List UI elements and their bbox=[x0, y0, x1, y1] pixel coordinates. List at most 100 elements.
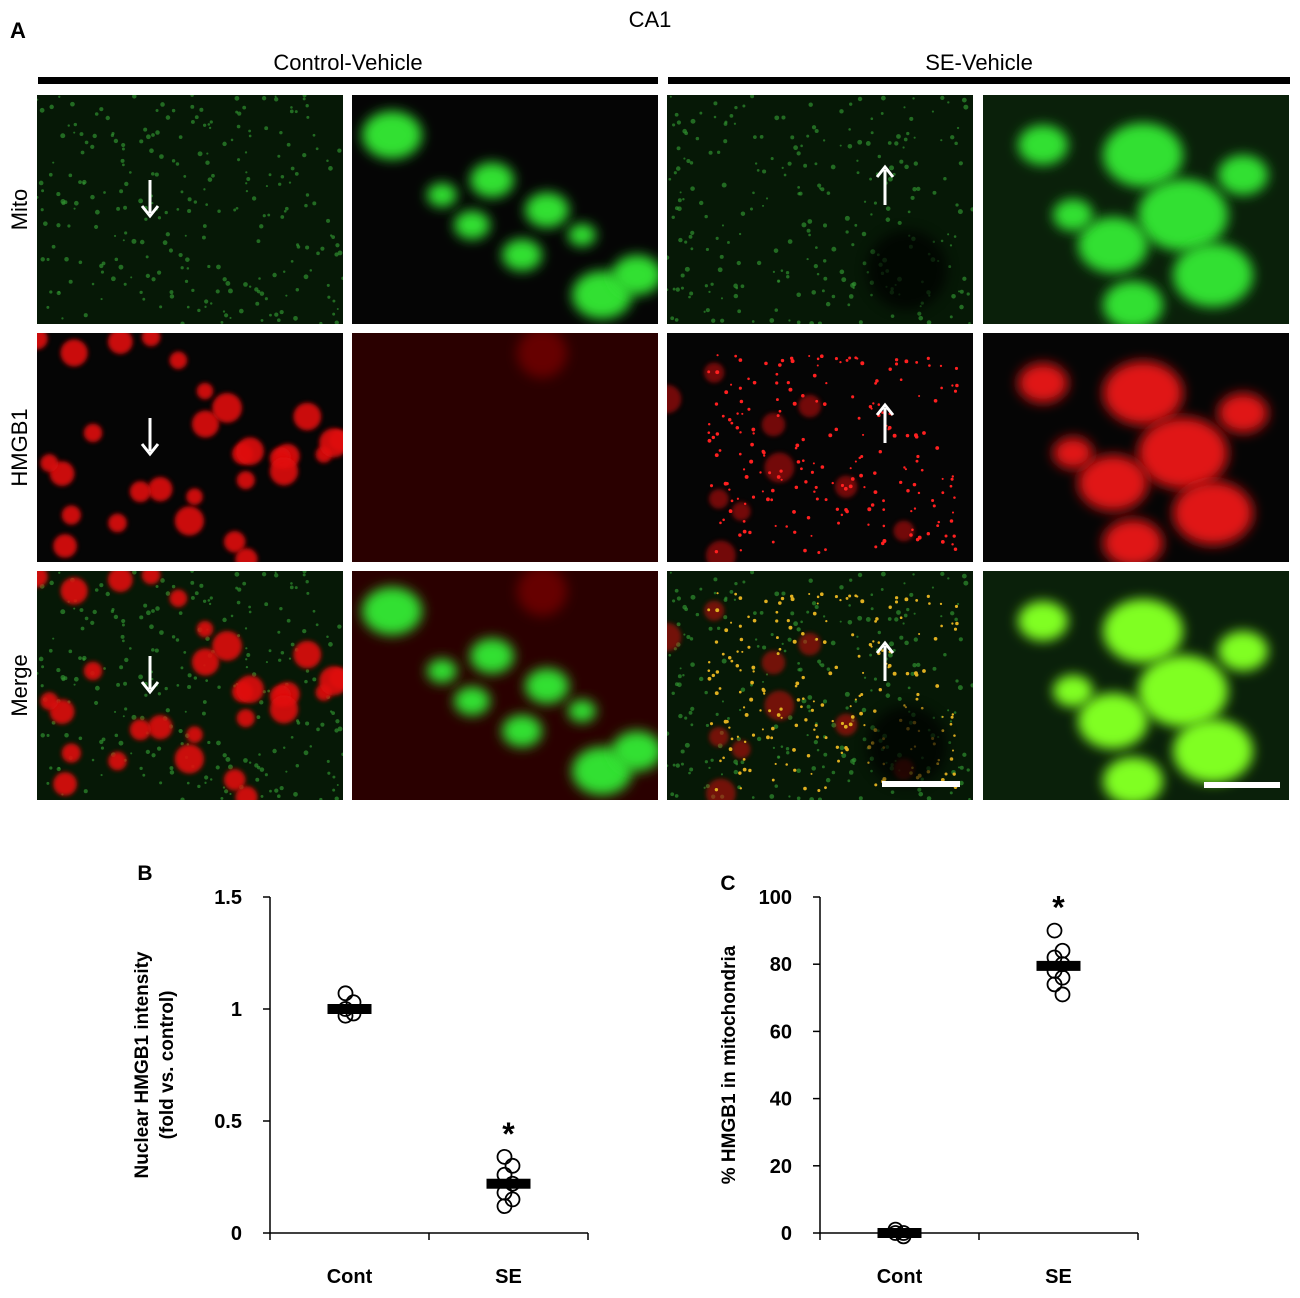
speckle bbox=[904, 597, 909, 602]
speckle bbox=[751, 733, 756, 737]
arrow-head bbox=[140, 443, 160, 457]
speckle bbox=[847, 779, 851, 783]
speckle bbox=[860, 361, 865, 366]
speckle bbox=[336, 784, 339, 787]
speckle bbox=[756, 168, 760, 172]
speckle bbox=[742, 468, 746, 471]
speckle bbox=[690, 230, 695, 236]
cell bbox=[83, 661, 103, 681]
speckle bbox=[714, 787, 719, 792]
speckle bbox=[845, 596, 849, 600]
speckle bbox=[79, 608, 84, 613]
cell bbox=[129, 719, 151, 741]
speckle bbox=[847, 143, 853, 149]
speckle bbox=[764, 599, 768, 604]
micrograph bbox=[983, 333, 1289, 562]
speckle bbox=[222, 141, 227, 147]
cell bbox=[61, 505, 81, 525]
speckle bbox=[208, 602, 212, 606]
speckle bbox=[801, 437, 805, 442]
speckle bbox=[727, 241, 730, 244]
speckle bbox=[845, 747, 849, 752]
speckle bbox=[155, 606, 160, 611]
speckle bbox=[279, 130, 283, 135]
speckle bbox=[272, 748, 277, 754]
speckle bbox=[162, 240, 168, 246]
speckle bbox=[949, 484, 953, 488]
speckle bbox=[841, 753, 847, 759]
speckle bbox=[737, 309, 742, 314]
speckle bbox=[968, 321, 971, 324]
speckle bbox=[918, 395, 921, 398]
speckle bbox=[789, 356, 794, 361]
speckle bbox=[715, 432, 720, 436]
cell bbox=[141, 571, 161, 585]
speckle bbox=[49, 104, 54, 110]
speckle bbox=[949, 244, 953, 247]
speckle bbox=[808, 592, 811, 595]
speckle bbox=[787, 637, 792, 642]
speckle bbox=[940, 139, 943, 142]
speckle bbox=[228, 288, 233, 294]
speckle bbox=[740, 211, 746, 216]
speckle bbox=[970, 207, 973, 212]
speckle bbox=[279, 785, 284, 791]
speckle bbox=[845, 509, 849, 514]
speckle bbox=[679, 667, 682, 670]
speckle bbox=[46, 733, 50, 737]
speckle bbox=[41, 189, 45, 193]
speckle bbox=[684, 131, 689, 136]
speckle bbox=[185, 257, 190, 262]
speckle bbox=[773, 724, 779, 729]
cell bbox=[60, 339, 88, 367]
micrograph bbox=[37, 95, 343, 324]
speckle bbox=[956, 602, 960, 606]
speckle bbox=[955, 383, 959, 388]
speckle bbox=[786, 619, 790, 623]
speckle bbox=[958, 637, 963, 642]
speckle bbox=[264, 602, 269, 607]
speckle bbox=[684, 742, 690, 748]
speckle bbox=[334, 320, 339, 324]
speckle bbox=[770, 157, 774, 161]
speckle bbox=[709, 722, 714, 726]
speckle bbox=[689, 291, 694, 296]
speckle bbox=[209, 120, 213, 124]
speckle bbox=[159, 630, 164, 635]
speckle bbox=[825, 620, 828, 623]
speckle bbox=[124, 231, 128, 235]
speckle bbox=[899, 480, 903, 485]
speckle bbox=[708, 150, 713, 155]
speckle bbox=[889, 165, 895, 171]
speckle bbox=[341, 276, 343, 280]
speckle bbox=[811, 601, 817, 606]
speckle bbox=[918, 633, 921, 636]
speckle bbox=[707, 422, 711, 426]
speckle bbox=[915, 537, 920, 542]
speckle bbox=[720, 773, 724, 776]
cell bbox=[798, 632, 821, 656]
cell bbox=[186, 488, 203, 505]
speckle bbox=[959, 304, 964, 310]
micrograph bbox=[667, 571, 973, 800]
speckle bbox=[911, 528, 914, 532]
mean-bar bbox=[1036, 960, 1081, 971]
speckle bbox=[202, 700, 207, 704]
speckle bbox=[699, 676, 704, 682]
speckle bbox=[803, 786, 807, 791]
speckle bbox=[881, 649, 884, 652]
speckle bbox=[803, 163, 808, 168]
speckle bbox=[328, 642, 333, 647]
speckle bbox=[122, 163, 125, 167]
speckle bbox=[764, 361, 768, 366]
speckle bbox=[795, 443, 800, 448]
speckle bbox=[234, 95, 240, 101]
speckle bbox=[831, 770, 836, 775]
blob bbox=[1078, 455, 1148, 511]
speckle bbox=[845, 358, 849, 362]
speckle bbox=[790, 135, 795, 140]
speckle bbox=[739, 431, 742, 434]
speckle bbox=[793, 768, 797, 772]
speckle bbox=[237, 587, 242, 592]
speckle bbox=[139, 139, 144, 144]
